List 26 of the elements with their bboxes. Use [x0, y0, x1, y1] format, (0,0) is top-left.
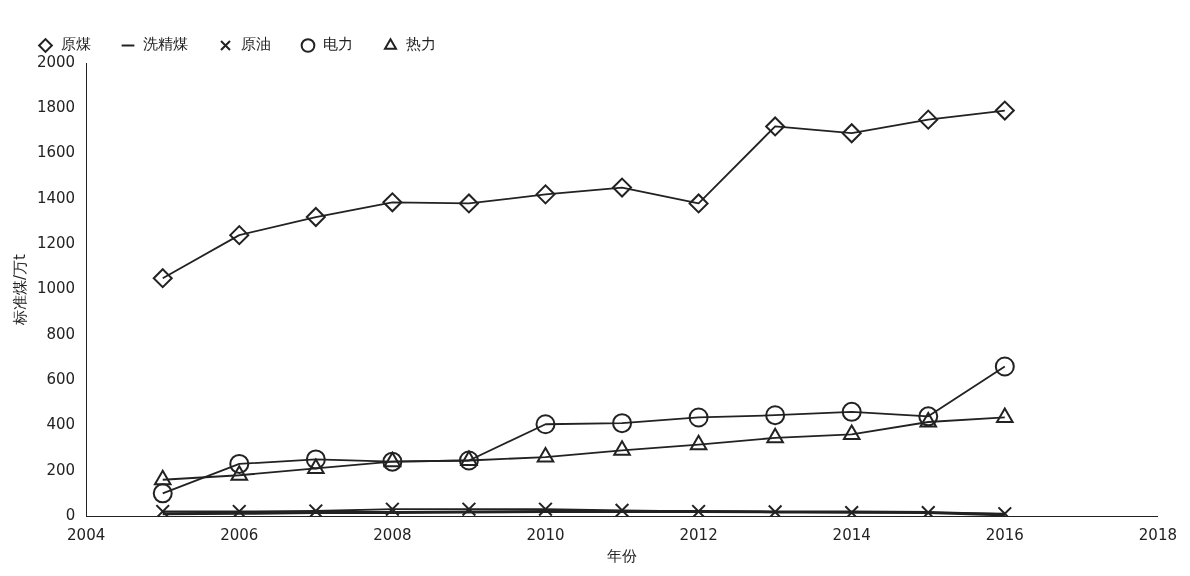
y-tick-label: 2000 — [36, 52, 76, 71]
legend-label: 洗精煤 — [143, 35, 188, 54]
legend-label: 电力 — [323, 35, 353, 54]
x-tick-label: 2004 — [67, 525, 106, 544]
legend-label: 原煤 — [60, 35, 91, 54]
x-tick-label: 2012 — [679, 525, 718, 544]
x-tick-label: 2006 — [220, 525, 259, 544]
legend-label: 热力 — [405, 35, 436, 54]
x-tick-label: 2018 — [1138, 525, 1178, 544]
y-tick-label: 200 — [46, 460, 76, 479]
y-tick-label: 1000 — [36, 279, 76, 298]
y-tick-label: 400 — [46, 415, 76, 434]
x-axis-title: 年份 — [607, 546, 638, 565]
x-tick-label: 2016 — [985, 525, 1024, 544]
x-tick-label: 2008 — [373, 525, 412, 544]
y-tick-label: 1600 — [36, 143, 76, 162]
legend-label: 原油 — [240, 35, 271, 54]
y-tick-label: 1800 — [36, 98, 76, 117]
y-tick-label: 800 — [46, 324, 76, 343]
y-tick-label: 0 — [65, 505, 76, 524]
y-axis-title: 标准煤/万t — [10, 253, 29, 326]
y-tick-label: 1200 — [36, 234, 76, 253]
x-tick-label: 2014 — [832, 525, 871, 544]
y-tick-label: 600 — [46, 369, 76, 388]
x-tick-label: 2010 — [526, 525, 565, 544]
y-tick-label: 1400 — [36, 188, 76, 207]
